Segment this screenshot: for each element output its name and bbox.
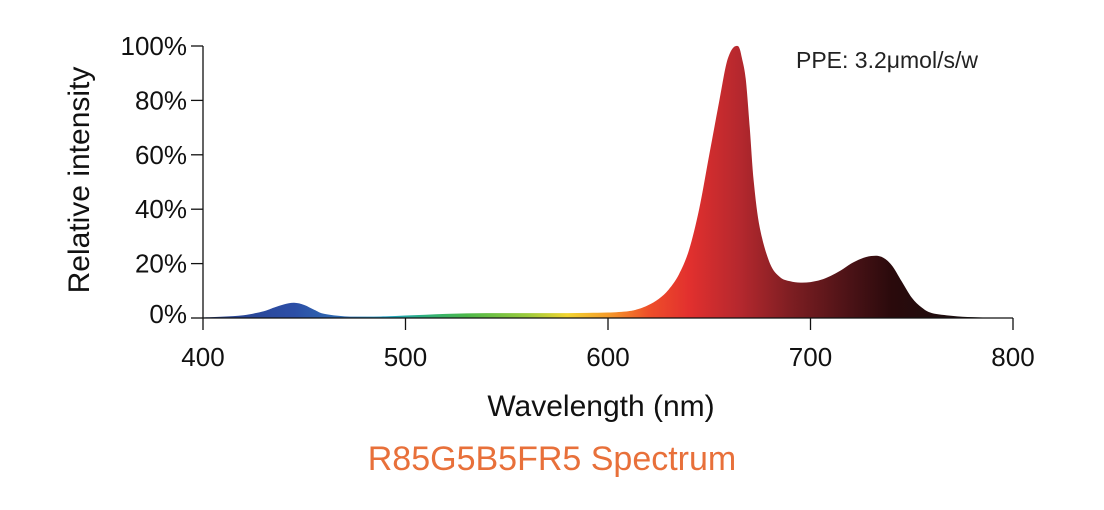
chart-title: R85G5B5FR5 Spectrum (367, 440, 737, 478)
spectrum-area (203, 45, 1013, 319)
y-tick-label-0: 0% (149, 299, 187, 329)
plot-area (203, 45, 1013, 319)
y-tick-label-60: 60% (135, 140, 187, 170)
y-tick-label-40: 40% (135, 194, 187, 224)
y-tick-label-20: 20% (135, 249, 187, 279)
y-axis-title: Relative intensity (63, 67, 96, 294)
x-tick-label-400: 400 (181, 342, 224, 372)
x-tick-label-500: 500 (384, 342, 427, 372)
y-tick-label-100: 100% (121, 31, 188, 61)
x-tick-label-700: 700 (789, 342, 832, 372)
x-tick-label-800: 800 (991, 342, 1034, 372)
ppe-annotation: PPE: 3.2μmol/s/w (796, 47, 978, 73)
x-tick-label-600: 600 (586, 342, 629, 372)
x-axis-title: Wavelength (nm) (487, 390, 714, 423)
y-tick-label-80: 80% (135, 85, 187, 115)
ticks: 0% 20% 40% 60% 80% 100% 400 500 600 700 800 (121, 31, 1035, 372)
